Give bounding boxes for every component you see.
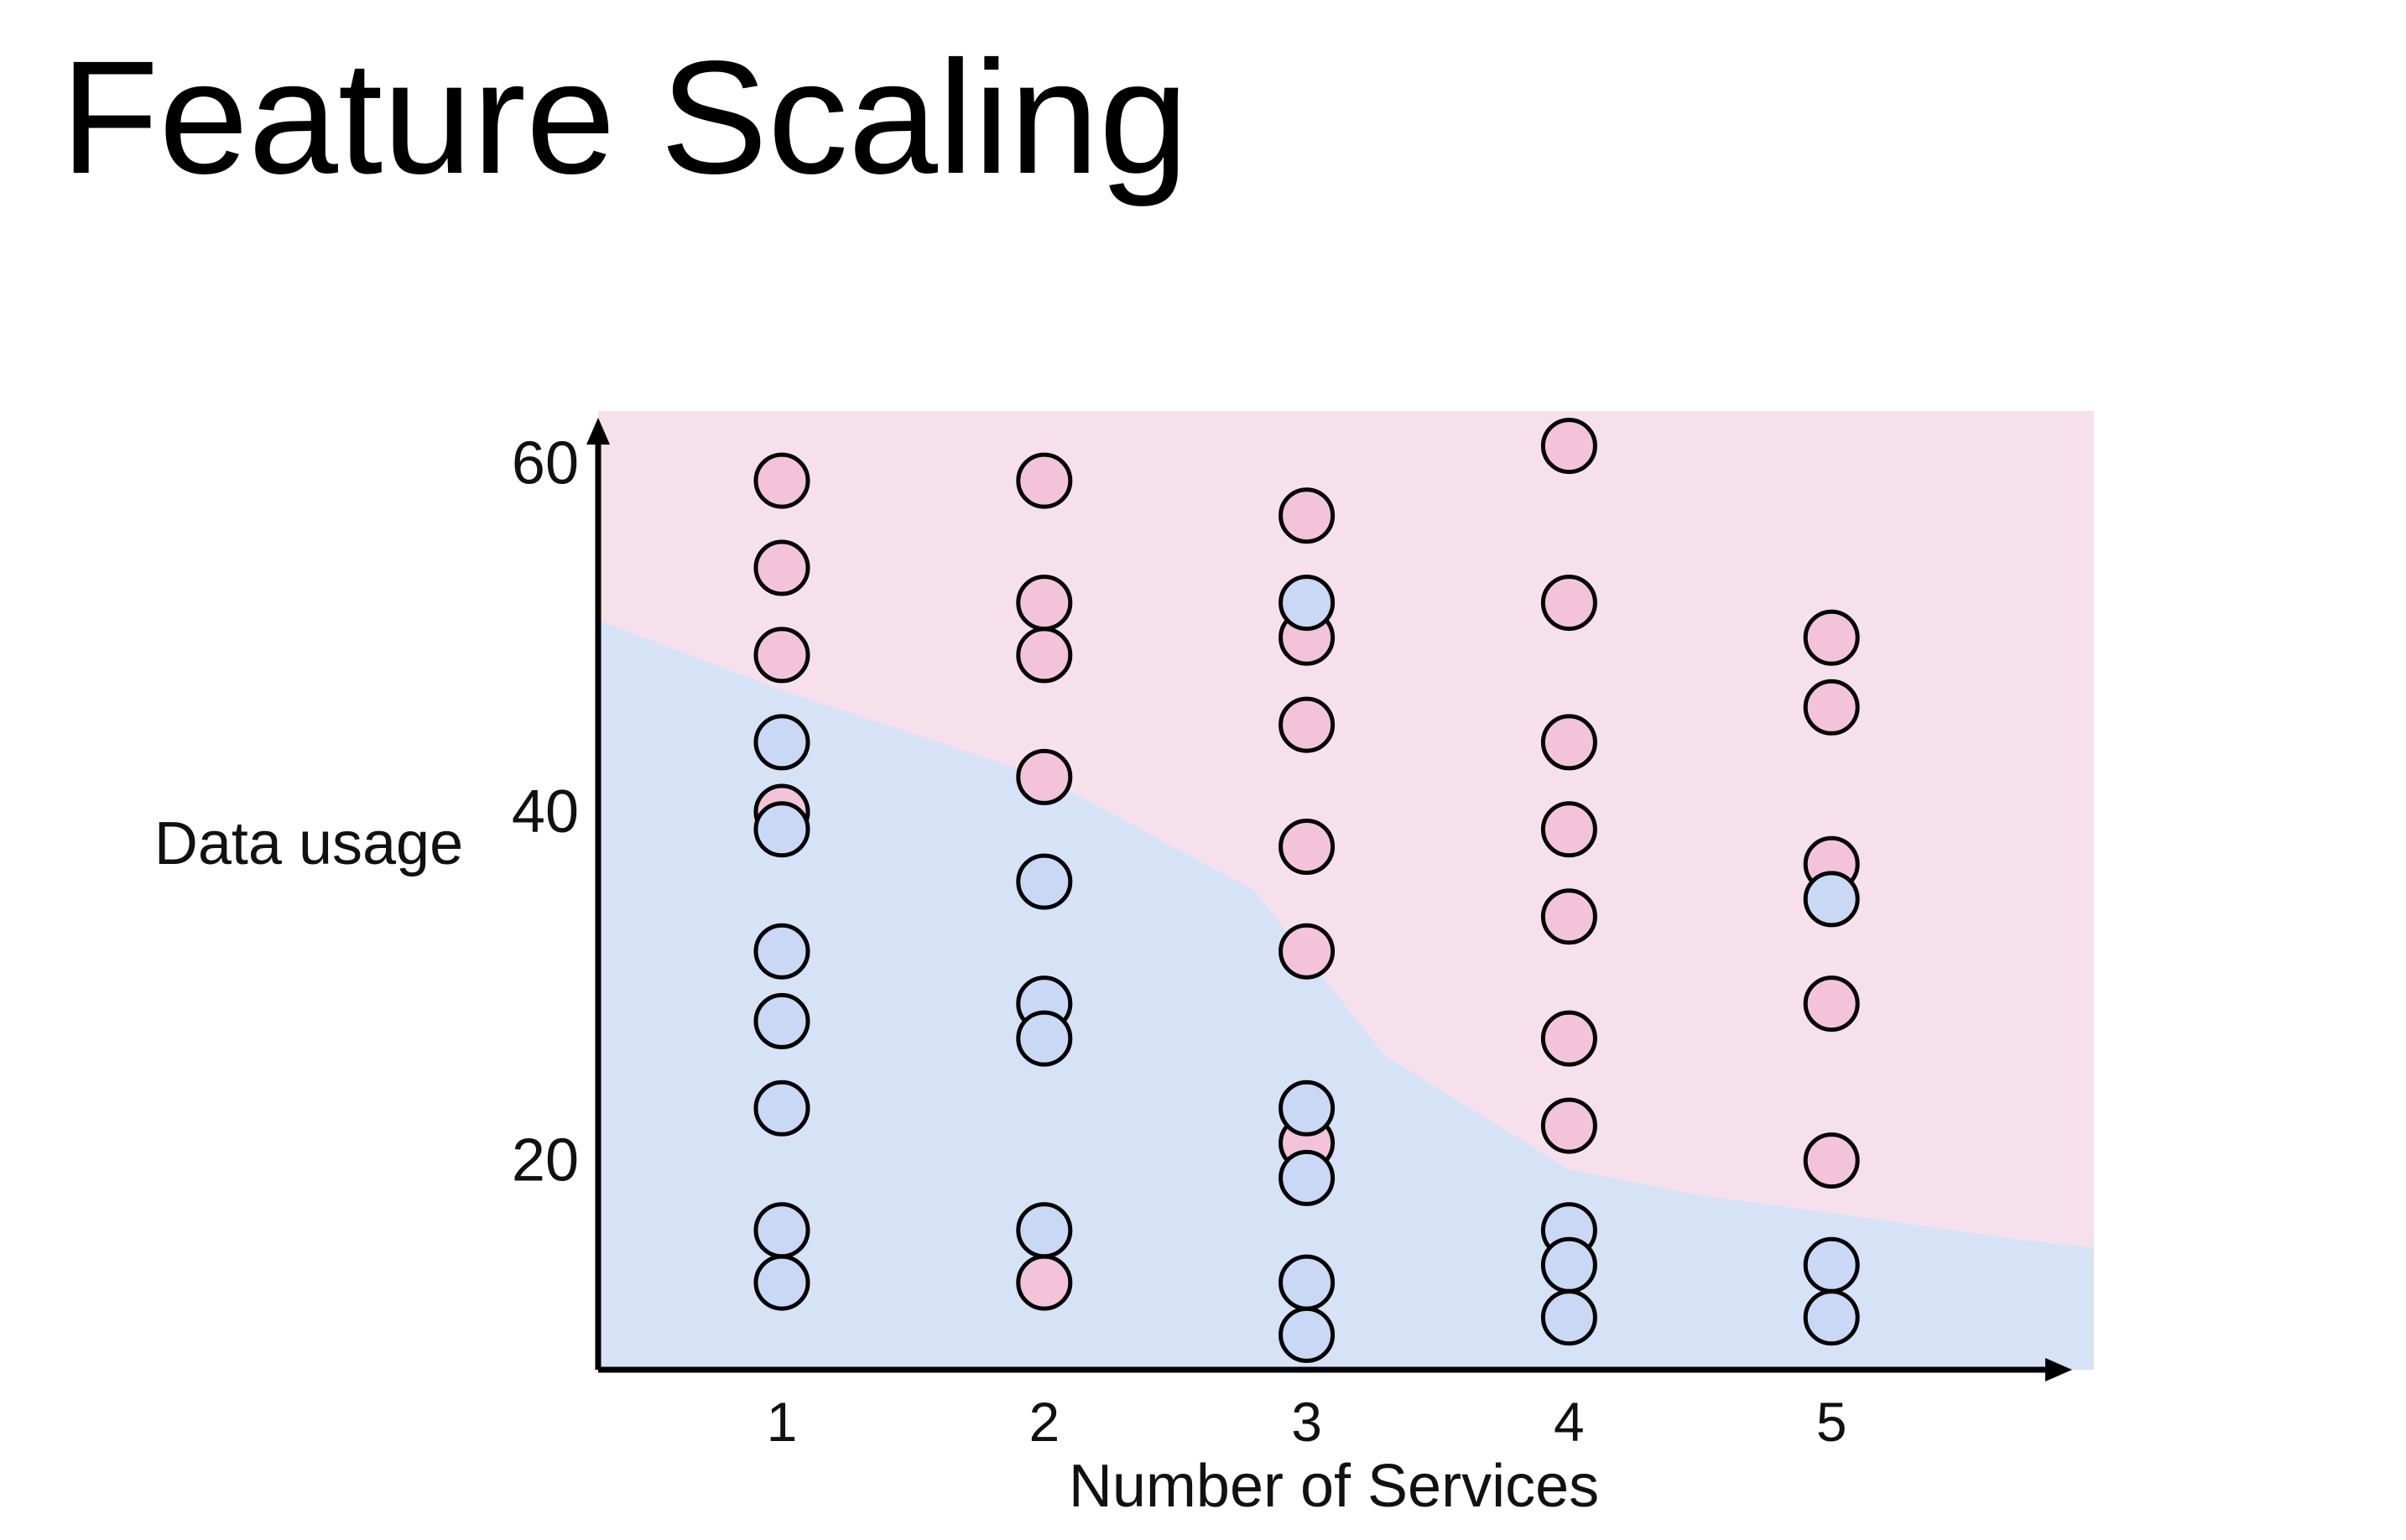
pink-point <box>1540 888 1597 945</box>
pink-point <box>753 539 810 596</box>
chart-axes <box>586 418 2072 1381</box>
pink-point <box>1279 923 1336 980</box>
blue-point <box>1016 853 1073 910</box>
blue-point <box>1279 1080 1336 1137</box>
pink-point <box>1016 1254 1073 1311</box>
y-tick-label: 40 <box>512 778 579 845</box>
blue-point <box>753 992 810 1049</box>
blue-point <box>1016 1202 1073 1259</box>
blue-point <box>1279 575 1336 632</box>
blue-point <box>1803 871 1860 928</box>
y-axis-label: Data usage <box>154 810 463 877</box>
blue-point <box>753 714 810 771</box>
pink-point <box>1540 1097 1597 1154</box>
blue-point <box>753 923 810 980</box>
blue-point <box>753 1080 810 1137</box>
pink-point <box>1803 1132 1860 1189</box>
pink-point <box>1016 452 1073 509</box>
y-axis-arrow-icon <box>586 418 610 445</box>
blue-point <box>1803 1236 1860 1293</box>
x-tick-label: 4 <box>1554 1391 1585 1453</box>
pink-point <box>1540 1010 1597 1067</box>
pink-point <box>1016 627 1073 684</box>
pink-point <box>1803 976 1860 1033</box>
pink-point <box>1540 714 1597 771</box>
pink-point <box>1279 696 1336 753</box>
pink-point <box>1016 575 1073 632</box>
blue-point <box>1279 1254 1336 1311</box>
pink-point <box>1279 819 1336 875</box>
decision-regions <box>598 411 2094 1370</box>
blue-point <box>1279 1149 1336 1206</box>
x-axis-arrow-icon <box>2045 1358 2072 1381</box>
pink-point <box>1803 679 1860 736</box>
pink-point <box>1016 748 1073 805</box>
slide-title: Feature Scaling <box>60 27 1189 207</box>
x-tick-label: 1 <box>767 1391 798 1453</box>
blue-point <box>1279 1306 1336 1363</box>
x-tick-label: 5 <box>1816 1391 1847 1453</box>
blue-point <box>1803 1289 1860 1346</box>
data-points <box>753 418 1860 1363</box>
blue-point <box>753 801 810 858</box>
x-axis-label: Number of Services <box>1069 1453 1599 1520</box>
y-tick-label: 60 <box>512 429 579 497</box>
x-tick-label: 3 <box>1291 1391 1322 1453</box>
pink-point <box>1540 418 1597 475</box>
blue-region <box>598 620 2094 1370</box>
pink-point <box>1803 609 1860 666</box>
y-tick-label: 20 <box>512 1127 579 1194</box>
axis-labels: Number of Services Data usage 1 2 3 4 5 20 40 6… <box>154 429 1847 1520</box>
pink-point <box>1540 575 1597 632</box>
pink-point <box>753 627 810 684</box>
blue-point <box>1540 1289 1597 1346</box>
blue-point <box>753 1254 810 1311</box>
pink-point <box>1279 487 1336 544</box>
pink-point <box>1540 801 1597 858</box>
x-tick-label: 2 <box>1029 1391 1060 1453</box>
pink-point <box>753 452 810 509</box>
blue-point <box>1016 1010 1073 1067</box>
pink-region <box>598 411 2094 1248</box>
blue-point <box>753 1202 810 1259</box>
blue-point <box>1540 1236 1597 1293</box>
